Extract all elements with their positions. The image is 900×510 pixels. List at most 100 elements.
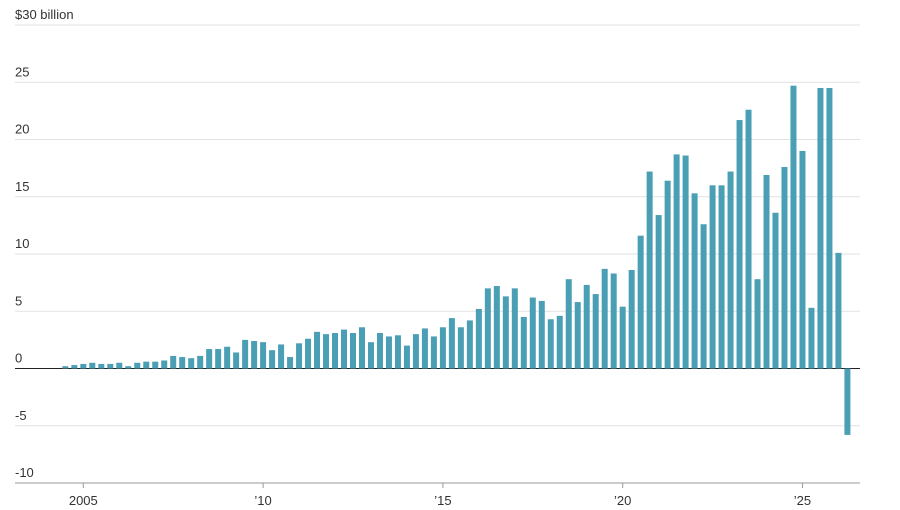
bar — [601, 268, 608, 369]
bar — [637, 235, 644, 369]
bar — [179, 357, 186, 369]
bar — [619, 306, 626, 369]
bar — [197, 355, 204, 369]
x-tick-label: ’15 — [434, 493, 451, 508]
bar — [583, 284, 590, 369]
bar — [538, 300, 545, 369]
bar — [403, 345, 410, 369]
y-tick-label: $30 billion — [15, 7, 74, 22]
bar — [116, 362, 123, 369]
y-tick-label: 20 — [15, 122, 29, 137]
bar — [799, 150, 806, 369]
bar — [341, 329, 348, 369]
x-tick-label: ’20 — [614, 493, 631, 508]
bar — [394, 335, 401, 369]
bar — [448, 318, 455, 369]
bar — [718, 185, 725, 369]
bar — [754, 279, 761, 369]
bar — [107, 363, 114, 369]
y-tick-label: -10 — [15, 465, 34, 480]
bar — [224, 346, 231, 369]
bar — [376, 333, 383, 369]
bar — [529, 297, 536, 369]
bar — [520, 316, 527, 369]
bar — [161, 360, 168, 369]
bar — [763, 174, 770, 369]
bar — [844, 368, 851, 435]
bar — [188, 358, 195, 369]
bar — [808, 307, 815, 369]
bar — [412, 334, 419, 369]
bar — [592, 294, 599, 369]
bar — [233, 352, 240, 369]
bar — [835, 252, 842, 369]
bar — [673, 154, 680, 369]
bar — [260, 342, 267, 369]
bar — [709, 185, 716, 369]
bar — [556, 315, 563, 369]
bar — [242, 339, 249, 369]
bar — [772, 212, 779, 369]
bar — [323, 334, 330, 369]
bar — [251, 341, 258, 369]
y-tick-label: 25 — [15, 64, 29, 79]
y-tick-label: -5 — [15, 408, 27, 423]
bar — [727, 171, 734, 369]
bar — [691, 193, 698, 369]
bar — [421, 328, 428, 369]
bar — [80, 363, 87, 369]
bar — [682, 155, 689, 369]
bar — [511, 288, 518, 369]
bar — [646, 171, 653, 369]
bar — [350, 333, 356, 369]
bar — [664, 180, 671, 369]
bar — [628, 270, 635, 369]
bar — [332, 333, 339, 369]
y-tick-label: 10 — [15, 236, 29, 251]
y-tick-label: 15 — [15, 179, 29, 194]
bar — [565, 279, 572, 369]
y-tick-label: 5 — [15, 293, 22, 308]
bar — [143, 361, 150, 369]
bar — [314, 331, 321, 369]
bar — [574, 302, 581, 369]
bar — [305, 338, 312, 369]
bar — [170, 355, 177, 369]
bar — [781, 166, 788, 369]
x-tick-label: ’25 — [794, 493, 811, 508]
bar — [367, 342, 374, 369]
bar — [547, 319, 554, 369]
bar — [493, 286, 500, 369]
bar — [502, 296, 509, 369]
bar — [98, 363, 105, 369]
bar — [439, 327, 446, 369]
bar — [296, 343, 303, 369]
bar — [610, 273, 617, 369]
bar — [745, 109, 752, 369]
bar — [826, 87, 833, 369]
bar — [430, 336, 437, 369]
bar — [269, 350, 276, 369]
bar — [385, 336, 392, 369]
bar — [206, 349, 213, 369]
bar — [817, 87, 824, 369]
bar — [125, 366, 132, 369]
bar — [215, 349, 222, 369]
bar — [152, 361, 159, 369]
bar — [790, 85, 797, 369]
x-tick-label: ’10 — [254, 493, 271, 508]
bar — [134, 362, 141, 369]
bar — [457, 327, 464, 369]
bar — [475, 308, 482, 369]
bar — [466, 320, 473, 369]
bar — [287, 357, 294, 369]
bar — [655, 215, 662, 369]
bar — [700, 224, 707, 369]
bar — [484, 288, 491, 369]
bar — [71, 365, 78, 369]
y-tick-label: 0 — [15, 351, 22, 366]
bar — [62, 366, 69, 369]
bar — [736, 120, 743, 369]
bar — [358, 327, 365, 369]
